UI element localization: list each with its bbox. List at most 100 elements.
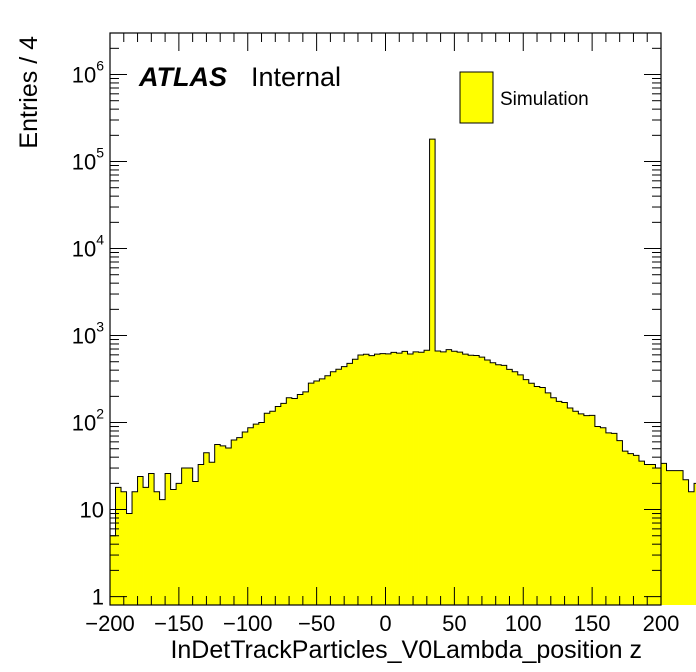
histogram-bin xyxy=(396,353,403,605)
histogram-bin xyxy=(269,411,276,605)
histogram-bin xyxy=(275,406,282,605)
histogram-bin xyxy=(286,397,293,605)
y-tick-label: 10 xyxy=(80,498,104,523)
y-tick-label: 102 xyxy=(72,406,104,436)
histogram-bin xyxy=(627,453,634,605)
histogram-bin xyxy=(264,413,271,605)
histogram-bin xyxy=(688,491,695,605)
atlas-label: ATLAS xyxy=(138,62,227,92)
x-tick-labels: −200 −150 −100 −50 0 50 100 150 200 xyxy=(85,611,679,636)
histogram-bin xyxy=(413,351,419,605)
histogram-bin xyxy=(242,431,249,605)
histogram-bin xyxy=(512,371,519,605)
histogram-bin xyxy=(368,355,375,605)
histogram-bin xyxy=(379,353,386,605)
legend-swatch-simulation xyxy=(459,71,494,124)
histogram-bin xyxy=(600,427,607,605)
histogram-bin xyxy=(655,468,662,605)
histogram-bin xyxy=(611,433,618,605)
y-tick-label: 104 xyxy=(72,232,104,262)
histogram-bin xyxy=(214,444,221,605)
x-tick-label: −150 xyxy=(154,611,204,636)
histogram-bin xyxy=(176,483,183,605)
x-tick-label: 150 xyxy=(574,611,611,636)
histogram-bin xyxy=(594,426,601,605)
histogram-bin xyxy=(605,432,612,605)
histogram-bin xyxy=(357,354,364,605)
histogram-bin xyxy=(644,464,651,605)
histogram-bin xyxy=(363,354,370,605)
x-tick-label: 100 xyxy=(505,611,542,636)
histogram-bin xyxy=(683,479,689,605)
histogram-bin xyxy=(545,392,552,605)
histogram-bin xyxy=(335,369,342,605)
histogram-bin xyxy=(523,379,530,605)
x-tick-label: −50 xyxy=(298,611,335,636)
histogram-bin xyxy=(578,413,585,605)
histogram-bin xyxy=(572,411,579,605)
y-tick-label: 1 xyxy=(92,585,104,610)
histogram-bin xyxy=(561,402,568,605)
histogram-bin xyxy=(258,422,265,605)
x-tick-label: −200 xyxy=(85,611,135,636)
x-tick-label: −100 xyxy=(223,611,273,636)
histogram-bin xyxy=(528,383,535,605)
histogram-bin xyxy=(137,476,144,605)
histogram-bin xyxy=(225,447,232,605)
histogram-bin xyxy=(672,470,678,605)
histogram-bin xyxy=(154,491,160,605)
histogram-bin xyxy=(556,401,563,605)
histogram-bin xyxy=(132,491,138,605)
histogram-bin xyxy=(479,357,486,605)
histogram-bin xyxy=(633,455,640,605)
histogram-bin xyxy=(253,424,260,605)
histogram-bin xyxy=(302,391,309,605)
histogram-bin xyxy=(418,352,425,605)
histogram-bin xyxy=(550,397,557,605)
histogram-outline xyxy=(109,138,696,605)
y-tick-label: 106 xyxy=(72,58,104,88)
histogram-bin xyxy=(484,359,491,605)
histogram-bin xyxy=(374,354,381,605)
histogram-bin xyxy=(220,445,227,605)
histogram-bin xyxy=(187,468,194,605)
x-axis-label: InDetTrackParticles_V0Lambda_position z xyxy=(170,636,642,664)
histogram-bin xyxy=(324,375,331,605)
histogram-bin xyxy=(203,452,210,605)
histogram-bin xyxy=(115,487,122,605)
axis-ticks xyxy=(109,32,662,605)
histogram-bin xyxy=(143,487,149,605)
histogram-bin xyxy=(649,464,656,605)
histogram-bin xyxy=(473,355,480,605)
histogram-bin xyxy=(313,381,320,605)
internal-label: Internal xyxy=(251,62,341,92)
histogram-bin xyxy=(534,386,541,605)
histogram-bin xyxy=(330,371,337,605)
histogram-bin xyxy=(121,491,127,605)
histogram-bin xyxy=(539,387,546,605)
histogram-bin xyxy=(170,489,177,605)
histogram-bin xyxy=(440,351,447,605)
histogram-bin xyxy=(589,415,596,605)
histogram-bin xyxy=(567,407,574,605)
histogram-bin xyxy=(402,351,408,605)
histogram-bin xyxy=(148,473,155,605)
y-tick-label: 103 xyxy=(72,319,104,349)
histogram-bin xyxy=(346,363,353,605)
histogram-bin xyxy=(308,383,315,605)
histogram-bin xyxy=(429,139,436,605)
histogram-bin xyxy=(385,353,392,605)
histogram-bin xyxy=(352,359,359,605)
histogram-bin xyxy=(677,470,684,605)
histogram-bin xyxy=(198,464,205,605)
histogram-bin xyxy=(126,513,133,605)
x-tick-label: 50 xyxy=(442,611,466,636)
histogram-bin xyxy=(616,440,623,605)
histogram-bin xyxy=(424,350,430,605)
histogram-bin xyxy=(209,462,216,605)
histogram-bin xyxy=(280,403,287,605)
histogram-bin xyxy=(490,362,497,605)
histogram-bin xyxy=(297,394,304,605)
histogram-bin xyxy=(506,369,513,605)
histogram-bin xyxy=(159,499,166,605)
